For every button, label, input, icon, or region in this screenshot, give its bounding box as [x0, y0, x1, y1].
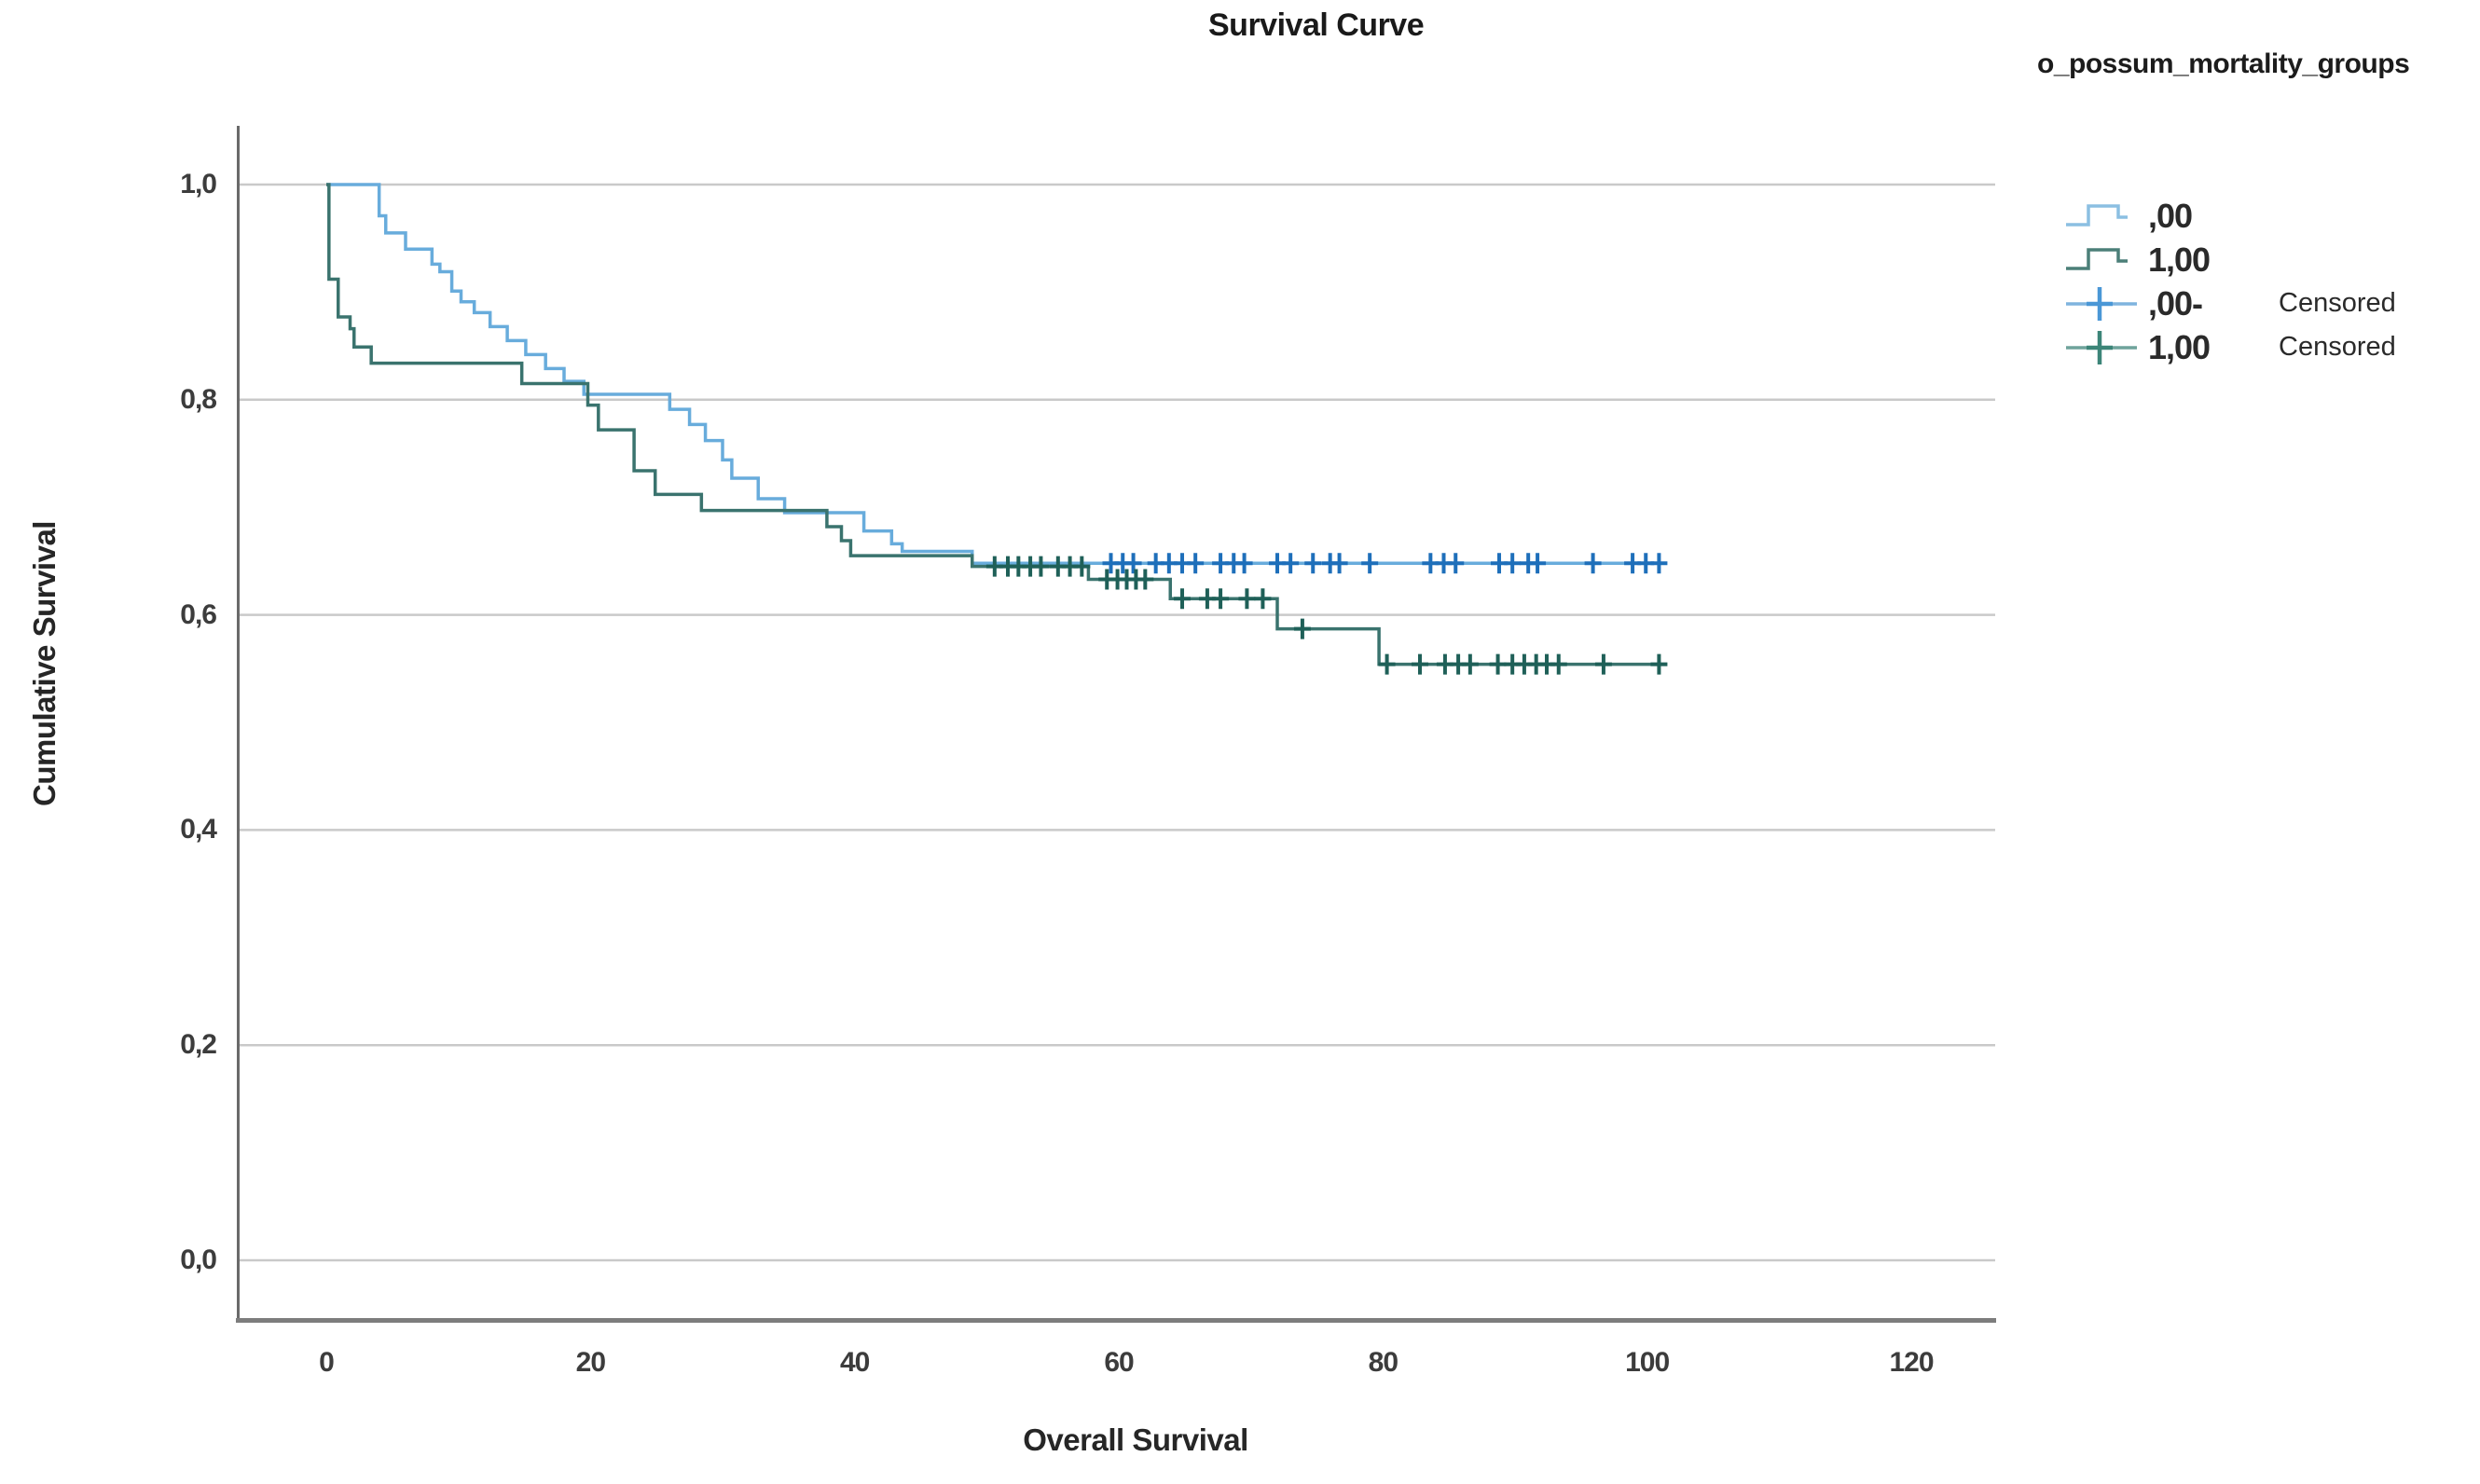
y-axis-title: Cumulative Survival: [27, 521, 62, 806]
legend-entry-label: ,00-: [2148, 283, 2203, 323]
censored-plus-icon: [2066, 286, 2137, 321]
x-tick-label: 0: [319, 1347, 335, 1378]
legend-entry-group1-censored: 1,00 Censored: [2062, 325, 2396, 369]
y-tick-label: 0,6: [180, 598, 217, 630]
censored-mark-group-0: [1447, 553, 1465, 574]
step-line-icon: [2066, 247, 2128, 270]
censored-mark-group-0: [1650, 553, 1668, 574]
censored-mark-group-1: [1550, 653, 1567, 675]
legend-entry-group1: 1,00: [2062, 238, 2396, 282]
censored-mark-group-1: [1461, 653, 1479, 675]
x-tick-label: 80: [1368, 1347, 1398, 1378]
censored-mark-group-1: [1378, 653, 1396, 675]
y-tick-label: 0,0: [180, 1244, 217, 1275]
y-tick-label: 0,4: [180, 814, 217, 845]
censored-plus-icon: [2066, 330, 2137, 364]
censored-mark-group-0: [1124, 553, 1142, 574]
survival-curve-group-0: [326, 183, 1667, 565]
legend-entry-group0: ,00: [2062, 194, 2396, 238]
step-line-icon: [2066, 203, 2128, 227]
y-tick-label: 1,0: [180, 169, 217, 199]
legend-title: o_possum_mortality_groups: [2037, 48, 2410, 79]
censored-mark-group-1: [1412, 653, 1428, 675]
survival-curve-group-1: [326, 183, 1667, 666]
censored-mark-group-1: [1212, 588, 1230, 610]
legend-entry-label: 1,00: [2148, 240, 2211, 279]
censored-mark-group-0: [1187, 553, 1205, 574]
y-tick-label: 0,2: [180, 1029, 217, 1061]
censored-mark-group-1: [1293, 618, 1311, 639]
x-tick-label: 100: [1625, 1347, 1670, 1378]
x-tick-label: 40: [839, 1347, 870, 1378]
censored-mark-group-1: [1254, 588, 1272, 610]
censored-mark-group-0: [1235, 553, 1253, 574]
legend-censored-label: Censored: [2279, 332, 2396, 362]
censored-mark-group-1: [1137, 569, 1154, 590]
x-tick-label: 120: [1889, 1347, 1934, 1378]
censored-mark-group-0: [1361, 553, 1379, 574]
censored-mark-group-0: [1330, 553, 1348, 574]
x-axis-title: Overall Survival: [1023, 1422, 1248, 1457]
censored-mark-group-0: [1304, 553, 1322, 574]
censored-mark-group-1: [1650, 653, 1668, 675]
censored-mark-group-1: [1174, 588, 1191, 610]
censored-mark-group-0: [1584, 553, 1602, 574]
y-tick-label: 0,8: [180, 383, 217, 415]
legend-entry-label: ,00: [2148, 196, 2193, 235]
censored-mark-group-0: [1504, 553, 1522, 574]
censored-mark-group-0: [1529, 553, 1547, 574]
legend-entry-label: 1,00: [2148, 327, 2211, 366]
chart-title: Survival Curve: [1208, 7, 1425, 43]
censored-mark-group-1: [1238, 588, 1256, 610]
censored-mark-group-1: [1032, 556, 1050, 577]
censored-mark-group-0: [1282, 553, 1300, 574]
censored-mark-group-1: [1489, 653, 1507, 675]
censored-mark-group-1: [1073, 556, 1091, 577]
legend-censored-label: Censored: [2279, 288, 2396, 318]
censored-mark-group-1: [1594, 653, 1612, 675]
legend: ,00 1,00 ,00- Censored 1,00 Censore: [2062, 194, 2396, 369]
x-tick-label: 60: [1104, 1347, 1134, 1378]
x-tick-label: 20: [575, 1347, 606, 1378]
legend-entry-group0-censored: ,00- Censored: [2062, 282, 2396, 325]
